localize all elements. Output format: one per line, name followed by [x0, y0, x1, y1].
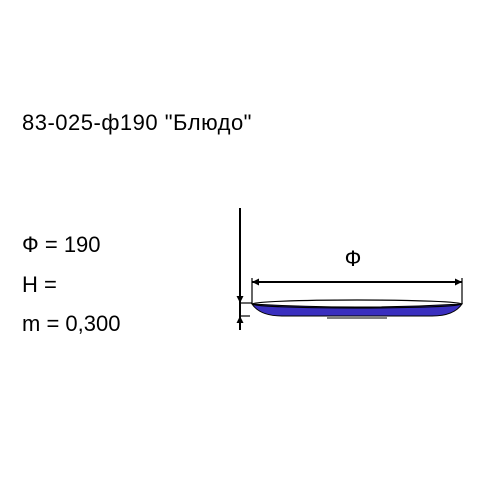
product-title: 83-025-ф190 "Блюдо"	[22, 110, 252, 136]
param-m: m = 0,300	[22, 304, 120, 344]
param-phi: Ф = 190	[22, 225, 120, 265]
param-m-value: 0,300	[65, 311, 120, 336]
param-h-label: H	[22, 272, 38, 297]
technical-diagram: ФH	[200, 200, 480, 350]
parameters-block: Ф = 190 H = m = 0,300	[22, 225, 120, 344]
param-phi-label: Ф	[22, 232, 39, 257]
svg-text:Ф: Ф	[345, 246, 362, 271]
param-m-label: m	[22, 311, 40, 336]
param-phi-value: 190	[64, 232, 101, 257]
param-h: H =	[22, 265, 120, 305]
svg-text:H: H	[200, 234, 202, 250]
